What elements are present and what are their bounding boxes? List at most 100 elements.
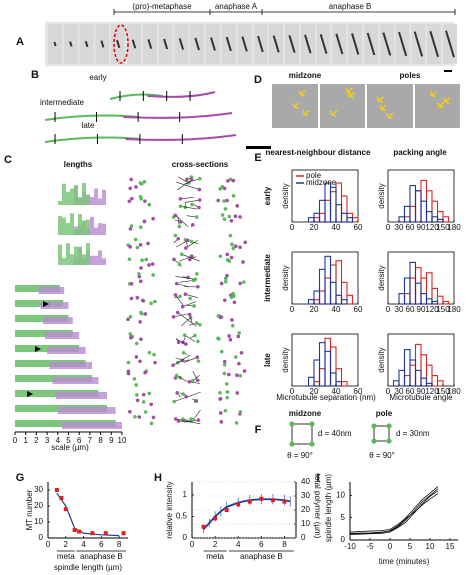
tick-label: 20 [34, 501, 43, 510]
tick-label: -10 [344, 542, 356, 551]
micrograph [415, 84, 460, 128]
cross-section-dot [173, 417, 178, 421]
hist-purple [102, 258, 106, 265]
panel-label: I [316, 472, 319, 484]
hist-green [66, 243, 70, 265]
link [183, 357, 198, 363]
link [176, 283, 190, 288]
cross-section-dot [135, 398, 140, 403]
cross-section-dot [175, 310, 180, 315]
tick-label: 90 [417, 305, 426, 314]
hist-bin [436, 380, 444, 387]
length-bar-green [15, 300, 64, 307]
length-bar-green [15, 315, 69, 322]
panel-label: B [31, 69, 39, 81]
cross-section-dot [223, 276, 228, 281]
column-title: packing angle [393, 148, 447, 157]
hist-green [82, 220, 86, 235]
tick-label: 6 [77, 436, 82, 445]
cross-section-dot [138, 359, 142, 364]
tick-label: 8 [282, 540, 287, 549]
spindle [257, 35, 264, 53]
cross-section-dot [140, 258, 144, 263]
title: pole [376, 409, 393, 418]
hist-bin [420, 377, 428, 387]
tick-label: 20 [310, 223, 319, 232]
arrow [345, 87, 353, 94]
tick-label: 90 [417, 387, 426, 396]
spindle [382, 32, 392, 56]
tick-label: 0 [290, 387, 295, 396]
tick-label: 120 [425, 223, 439, 232]
cross-section-dot [219, 349, 224, 354]
spindle [413, 31, 424, 57]
arrow [429, 90, 437, 98]
hist-bin [340, 299, 348, 305]
cross-section-dot [126, 360, 131, 365]
tick-label: 40 [332, 305, 341, 314]
link [185, 293, 198, 299]
tick-label: 0 [39, 533, 44, 542]
hist-green [78, 246, 82, 265]
link [172, 354, 191, 366]
cross-section-dot [172, 399, 177, 404]
micrograph [367, 84, 413, 128]
panel-label: H [154, 472, 162, 484]
tick-label: 15 [446, 542, 455, 551]
hist-purple [98, 223, 102, 235]
cross-section-dot [242, 369, 247, 373]
tick-label: 40 [332, 223, 341, 232]
tick-label: 0 [13, 436, 18, 445]
cross-section-dot [180, 252, 184, 257]
cross-section-dot [229, 255, 234, 260]
cross-section-dot [233, 355, 238, 359]
cross-section-dot [134, 185, 138, 189]
cross-section-dot [238, 410, 243, 414]
tick-label: 90 [417, 223, 426, 232]
marker [43, 301, 49, 307]
axis-label: spindle length (µm) [324, 474, 333, 543]
cross-section-dot [126, 369, 131, 374]
cross-section-dot [228, 337, 233, 342]
cross-section-dot [185, 238, 190, 243]
cross-section-dot [138, 320, 142, 324]
cross-section-dot [173, 293, 178, 297]
point [72, 528, 77, 532]
mt-dot [289, 421, 295, 427]
cross-section-dot [137, 272, 141, 276]
length-bar-green [15, 285, 60, 292]
tick-label: 0 [341, 535, 346, 544]
tick-label: 0 [190, 540, 195, 549]
hist-green [86, 243, 90, 265]
point [63, 507, 68, 512]
spindle [366, 32, 376, 56]
hist-bin [324, 255, 332, 305]
cross-section-dot [227, 334, 231, 338]
phase-label: anaphase A [215, 2, 258, 11]
spindle [210, 37, 216, 51]
link [181, 317, 191, 327]
cross-section-dot [227, 214, 232, 219]
cross-section-dot [231, 194, 236, 198]
tick-label: 150 [436, 223, 450, 232]
cross-section-dot [187, 257, 192, 262]
cross-section-dot [237, 331, 241, 335]
arrow [376, 96, 385, 103]
title: midzone [289, 409, 322, 418]
cross-section-dot [143, 370, 147, 375]
angle-label: θ = 90° [369, 451, 395, 460]
legend-label: pole [306, 171, 322, 180]
panel-label: A [16, 36, 24, 48]
cross-section-dot [139, 266, 143, 270]
arrow [302, 109, 310, 117]
cross-section-dot [187, 312, 192, 317]
mt-square [373, 425, 390, 442]
cross-section-dot [178, 197, 183, 201]
tick-label: 150 [436, 387, 450, 396]
cross-section-dot [223, 409, 228, 413]
cross-section-dot [223, 207, 228, 211]
cross-section-dot [238, 215, 242, 219]
tick-label: 5 [341, 513, 346, 522]
tick-label: 60 [354, 223, 363, 232]
